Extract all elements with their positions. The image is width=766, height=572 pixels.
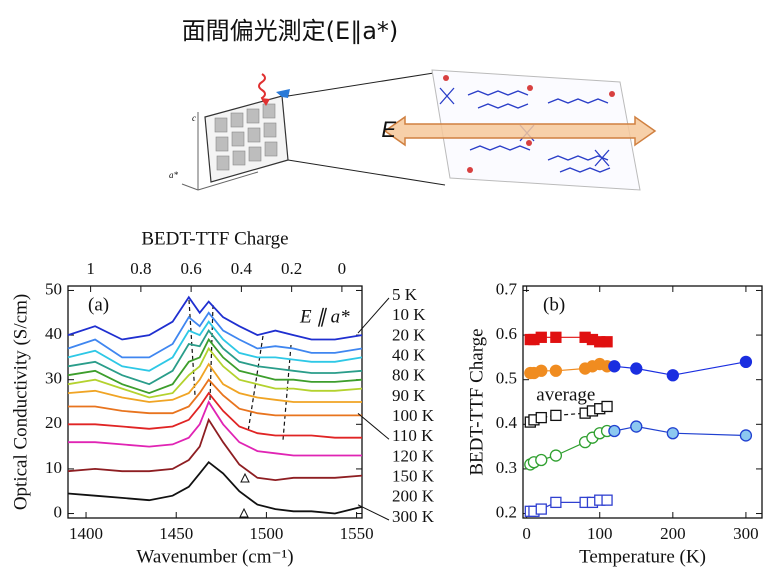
y-tick-label: 0.7: [496, 279, 518, 298]
y-tick-label: 30: [45, 369, 62, 388]
marker: [740, 430, 751, 441]
marker: [602, 337, 612, 347]
x-tick-label: 0: [522, 524, 531, 543]
y-tick-label: 0.5: [496, 369, 517, 388]
x-tick-label: 100: [587, 524, 613, 543]
marker: [551, 410, 561, 420]
marker: [609, 361, 620, 372]
x-tick-label: 200: [660, 524, 686, 543]
marker: [536, 365, 547, 376]
x2-axis-label: BEDT-TTF Charge: [141, 228, 288, 249]
y-tick-label: 0.3: [496, 458, 517, 477]
x2-tick-label: 0: [338, 259, 347, 278]
legend-label: 40 K: [392, 345, 426, 364]
marker: [740, 356, 751, 367]
light-wave: [259, 74, 265, 102]
axis-label: c: [192, 113, 196, 123]
marker: [551, 497, 561, 507]
marker: [631, 421, 642, 432]
marker: [609, 426, 620, 437]
zoom-line: [288, 160, 445, 185]
y-axis-label: Optical Conductivity (S/cm): [10, 294, 31, 510]
marker: [667, 428, 678, 439]
marker: [551, 332, 561, 342]
legend-label: 5 K: [392, 285, 418, 304]
x-tick-label: 1500: [249, 524, 283, 543]
y-tick-label: 0.2: [496, 502, 517, 521]
x-tick-label: 1550: [340, 524, 374, 543]
legend-label: 110 K: [392, 426, 434, 445]
legend-label: 90 K: [392, 386, 426, 405]
axis-a: [182, 184, 198, 190]
legend-label: 300 K: [392, 507, 435, 526]
y-tick-label: 50: [45, 279, 62, 298]
marker: [536, 332, 546, 342]
marker: [667, 370, 678, 381]
marker: [602, 495, 612, 505]
legend-label: 20 K: [392, 325, 426, 344]
legend-label: 120 K: [392, 446, 435, 465]
x-tick-label: 1400: [69, 524, 103, 543]
x-axis-label: Temperature (K): [579, 546, 706, 567]
marker: [631, 363, 642, 374]
x-tick-label: 1450: [159, 524, 193, 543]
x2-tick-label: 0.8: [130, 259, 151, 278]
figure-title: 面間偏光測定(E∥a*): [182, 17, 399, 45]
x-tick-label: 300: [733, 524, 759, 543]
legend-label: 200 K: [392, 487, 435, 506]
legend-label: 100 K: [392, 406, 435, 425]
series-label: average: [536, 384, 595, 405]
axis-label: a*: [169, 170, 179, 180]
field-label: E: [381, 117, 396, 142]
panel-label: (b): [543, 294, 565, 315]
x-axis-label: Wavenumber (cm⁻¹): [136, 546, 293, 567]
y-tick-label: 10: [45, 458, 62, 477]
x2-tick-label: 0.4: [231, 259, 253, 278]
legend-label: 150 K: [392, 467, 435, 486]
x2-tick-label: 1: [86, 259, 95, 278]
y-tick-label: 0.6: [496, 324, 517, 343]
y-tick-label: 20: [45, 413, 62, 432]
legend-label: 10 K: [392, 305, 426, 324]
crystal-diagram: c a* b E: [169, 70, 655, 190]
marker: [536, 455, 547, 466]
series-line: [68, 420, 362, 480]
marker: [602, 401, 612, 411]
marker: [550, 365, 561, 376]
legend-label: 80 K: [392, 366, 426, 385]
zoom-line: [288, 72, 440, 96]
y-tick-label: 0: [54, 502, 63, 521]
y-tick-label: 0.4: [496, 413, 518, 432]
y-axis-label: BEDT-TTF Charge: [466, 328, 487, 475]
y-tick-label: 40: [45, 324, 62, 343]
x2-tick-label: 0.6: [181, 259, 202, 278]
marker: [550, 450, 561, 461]
panel-label: (a): [88, 294, 109, 315]
x2-tick-label: 0.2: [281, 259, 302, 278]
annotation: E ∥ a*: [299, 306, 350, 327]
figure: 面間偏光測定(E∥a*) c a* b E: [0, 0, 766, 572]
marker: [536, 504, 546, 514]
marker: [536, 413, 546, 423]
